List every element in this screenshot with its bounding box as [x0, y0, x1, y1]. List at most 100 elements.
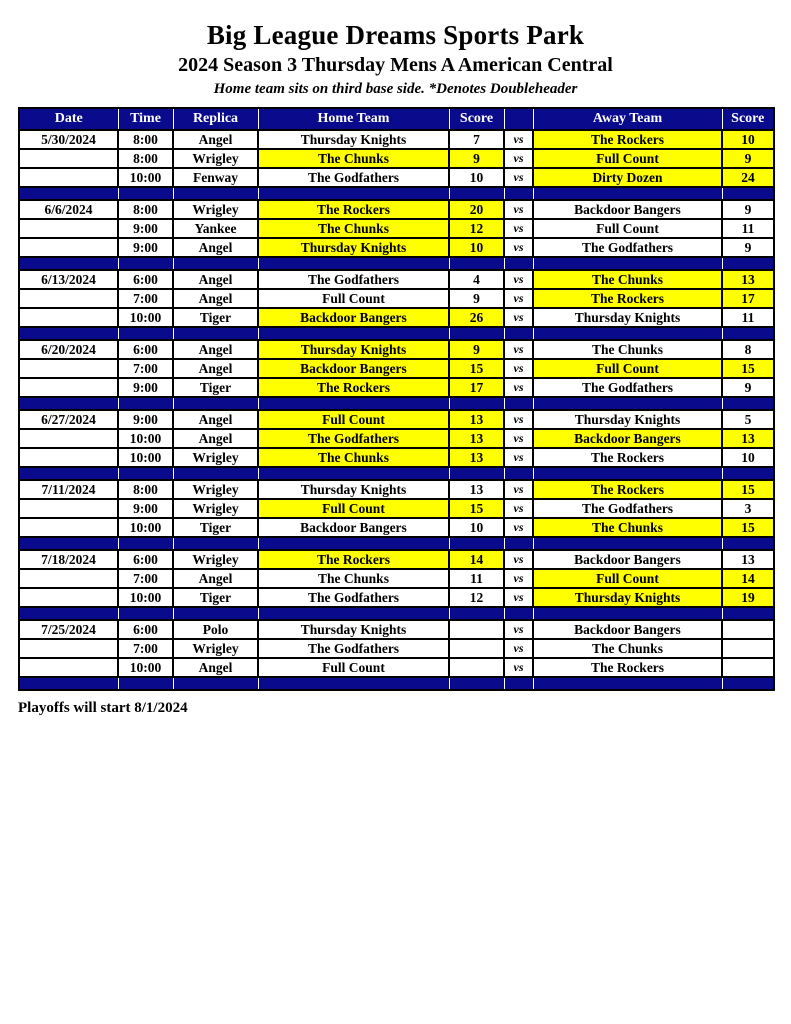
replica-cell: Angel	[172, 237, 259, 258]
separator-cell	[448, 186, 505, 201]
game-row: 7:00 Angel Backdoor Bangers 15 vs Full Count 1…	[18, 358, 775, 379]
time-cell: 10:00	[117, 657, 174, 678]
time-cell: 9:00	[117, 409, 174, 430]
away-score-cell: 13	[721, 549, 775, 570]
home-score-cell: 11	[448, 568, 505, 589]
home-team-cell: The Chunks	[257, 568, 450, 589]
date-cell	[18, 218, 119, 239]
separator-cell	[448, 606, 505, 621]
away-team-cell: The Rockers	[532, 447, 723, 468]
separator-cell	[172, 186, 259, 201]
home-team-cell: The Chunks	[257, 148, 450, 169]
replica-cell: Tiger	[172, 377, 259, 398]
replica-cell: Angel	[172, 657, 259, 678]
replica-cell: Angel	[172, 568, 259, 589]
home-score-cell	[448, 638, 505, 659]
time-cell: 9:00	[117, 218, 174, 239]
away-team-cell: The Rockers	[532, 657, 723, 678]
separator-cell	[18, 256, 119, 271]
home-team-cell: Thursday Knights	[257, 129, 450, 150]
separator-cell	[503, 396, 534, 411]
date-cell	[18, 587, 119, 608]
game-row: 9:00 Yankee The Chunks 12 vs Full Count 11	[18, 218, 775, 239]
game-row: 6/20/2024 6:00 Angel Thursday Knights 9 vs The…	[18, 339, 775, 360]
away-team-cell: Thursday Knights	[532, 587, 723, 608]
separator-cell	[448, 326, 505, 341]
date-cell	[18, 657, 119, 678]
game-row: 10:00 Tiger Backdoor Bangers 26 vs Thursday K…	[18, 307, 775, 328]
separator-cell	[117, 676, 174, 691]
separator-cell	[721, 256, 775, 271]
replica-cell: Wrigley	[172, 199, 259, 220]
separator-cell	[721, 676, 775, 691]
home-score-cell: 15	[448, 498, 505, 519]
separator-cell	[532, 536, 723, 551]
date-cell	[18, 498, 119, 519]
home-score-cell: 10	[448, 167, 505, 188]
separator-cell	[721, 186, 775, 201]
home-team-cell: The Godfathers	[257, 269, 450, 290]
separator-cell	[532, 466, 723, 481]
away-score-cell: 15	[721, 479, 775, 500]
separator-cell	[172, 256, 259, 271]
separator-row	[18, 186, 775, 201]
vs-cell: vs	[503, 237, 534, 258]
away-team-cell: Full Count	[532, 358, 723, 379]
away-team-cell: Backdoor Bangers	[532, 428, 723, 449]
separator-cell	[448, 256, 505, 271]
home-score-cell: 13	[448, 428, 505, 449]
vs-cell: vs	[503, 129, 534, 150]
replica-cell: Wrigley	[172, 549, 259, 570]
separator-row	[18, 676, 775, 691]
separator-cell	[257, 256, 450, 271]
separator-cell	[18, 676, 119, 691]
date-cell: 7/25/2024	[18, 619, 119, 640]
header-row: Date Time Replica Home Team Score Away T…	[18, 107, 775, 131]
home-score-cell: 9	[448, 148, 505, 169]
separator-cell	[18, 186, 119, 201]
separator-cell	[18, 536, 119, 551]
home-score-cell: 4	[448, 269, 505, 290]
separator-cell	[532, 326, 723, 341]
separator-cell	[172, 466, 259, 481]
game-row: 5/30/2024 8:00 Angel Thursday Knights 7 vs The…	[18, 129, 775, 150]
time-cell: 8:00	[117, 148, 174, 169]
replica-cell: Tiger	[172, 587, 259, 608]
game-row: 9:00 Angel Thursday Knights 10 vs The Godfath…	[18, 237, 775, 258]
separator-cell	[503, 606, 534, 621]
column-header-home-team: Home Team	[257, 107, 450, 131]
home-score-cell: 12	[448, 218, 505, 239]
vs-cell: vs	[503, 148, 534, 169]
time-cell: 7:00	[117, 358, 174, 379]
date-cell: 5/30/2024	[18, 129, 119, 150]
away-team-cell: Dirty Dozen	[532, 167, 723, 188]
home-team-cell: Full Count	[257, 657, 450, 678]
replica-cell: Wrigley	[172, 447, 259, 468]
column-header-replica: Replica	[172, 107, 259, 131]
separator-cell	[532, 186, 723, 201]
column-header-time: Time	[117, 107, 174, 131]
game-row: 10:00 Fenway The Godfathers 10 vs Dirty Dozen…	[18, 167, 775, 188]
home-team-cell: Full Count	[257, 498, 450, 519]
vs-cell: vs	[503, 447, 534, 468]
time-cell: 7:00	[117, 638, 174, 659]
date-cell	[18, 568, 119, 589]
home-score-cell: 9	[448, 339, 505, 360]
time-cell: 6:00	[117, 339, 174, 360]
separator-cell	[532, 396, 723, 411]
home-team-cell: The Chunks	[257, 447, 450, 468]
away-score-cell	[721, 619, 775, 640]
home-team-cell: Full Count	[257, 288, 450, 309]
replica-cell: Tiger	[172, 517, 259, 538]
away-team-cell: The Chunks	[532, 638, 723, 659]
away-score-cell: 10	[721, 129, 775, 150]
away-score-cell: 9	[721, 199, 775, 220]
separator-cell	[448, 466, 505, 481]
home-score-cell: 20	[448, 199, 505, 220]
separator-cell	[503, 466, 534, 481]
home-team-cell: Thursday Knights	[257, 479, 450, 500]
home-score-cell: 17	[448, 377, 505, 398]
separator-cell	[257, 536, 450, 551]
separator-cell	[18, 396, 119, 411]
away-team-cell: Full Count	[532, 218, 723, 239]
